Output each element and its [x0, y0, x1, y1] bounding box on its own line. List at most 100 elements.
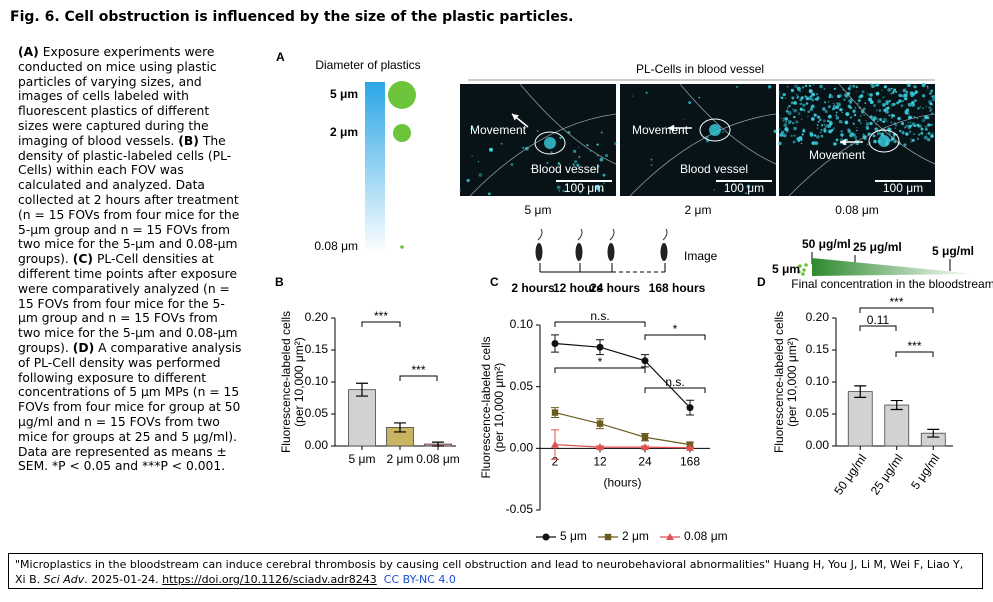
fluorescence — [820, 128, 823, 131]
concentration-label: 25 μg/ml — [853, 240, 902, 254]
fluorescence — [837, 102, 841, 106]
fluorescence — [813, 113, 817, 117]
fluorescence — [811, 117, 815, 121]
fluorescence — [777, 127, 781, 131]
fluorescence — [911, 100, 915, 105]
fluorescence — [800, 118, 803, 120]
x-tick-label: 0.08 μm — [416, 452, 460, 466]
fluorescence — [596, 143, 599, 146]
fluorescence — [835, 138, 839, 142]
image-caption: 2 μm — [685, 203, 712, 217]
fluorescence — [904, 111, 909, 115]
fluorescence — [821, 124, 824, 126]
series-line — [554, 411, 691, 446]
fluorescence — [833, 104, 836, 107]
x-tick-label: 2 μm — [387, 452, 414, 466]
fluorescence — [925, 126, 928, 128]
fluorescence — [788, 121, 791, 125]
series-line — [554, 444, 691, 449]
fluorescence — [556, 185, 561, 190]
data-point — [604, 533, 612, 541]
fluorescence — [919, 105, 922, 109]
fluorescence — [809, 107, 814, 111]
fluorescence — [823, 101, 827, 104]
fluorescence — [790, 88, 794, 92]
fluorescence — [888, 114, 891, 117]
time-label: 12 hours — [553, 281, 603, 295]
fluorescence — [783, 123, 788, 128]
fluorescence — [814, 98, 817, 101]
y-tick-label: 0.05 — [305, 406, 329, 420]
fluorescence — [913, 115, 916, 118]
fluorescence — [898, 99, 902, 103]
fluorescence — [788, 104, 791, 108]
fluorescence — [809, 131, 813, 135]
mouse-tail — [537, 228, 543, 241]
fluorescence — [865, 125, 870, 129]
fluorescence — [466, 178, 470, 183]
fluorescence — [845, 138, 849, 142]
citation-doi[interactable]: https://doi.org/10.1126/sciadv.adr8243 — [162, 573, 377, 586]
fluorescence — [857, 119, 861, 123]
fluorescence — [849, 89, 852, 91]
fluorescence — [819, 118, 822, 122]
fluorescence — [722, 131, 724, 133]
fluorescence — [930, 89, 934, 93]
fluorescence — [911, 138, 915, 142]
mouse-tail — [577, 228, 583, 241]
fluorescence — [853, 113, 857, 117]
fluorescence — [602, 173, 606, 177]
vessel-outline — [629, 113, 777, 197]
x-tick-label: 24 — [638, 455, 652, 469]
fluorescence — [900, 104, 904, 108]
y-axis-label: (per 10,000 μm²) — [292, 337, 306, 427]
fluorescence — [877, 120, 879, 123]
fluorescence — [767, 85, 772, 89]
fluorescence — [883, 95, 886, 97]
fluorescence — [910, 138, 912, 140]
caption: (A) Exposure experiments were conducted … — [18, 45, 242, 474]
citation: "Microplastics in the bloodstream can in… — [8, 553, 983, 589]
fluorescence — [862, 133, 865, 136]
fluorescence — [832, 102, 835, 105]
mouse-icon — [607, 243, 615, 261]
fluorescence — [713, 189, 716, 191]
image-label: Movement — [809, 148, 866, 162]
fluorescence — [930, 135, 933, 137]
fluorescence — [917, 124, 920, 128]
scale-label: 100 μm — [564, 181, 604, 195]
y-axis-label: Fluorescence-labeled cells — [279, 311, 293, 453]
fluorescence — [790, 134, 793, 137]
fluorescence — [808, 97, 812, 101]
fluorescence — [597, 165, 600, 168]
citation-license[interactable]: CC BY-NC 4.0 — [383, 573, 456, 586]
fluorescence — [917, 107, 920, 110]
fluorescence — [924, 125, 927, 128]
fluorescence — [867, 93, 869, 95]
fluorescence — [688, 101, 692, 105]
fluorescence — [902, 88, 907, 93]
fluorescence — [908, 130, 912, 133]
fluorescence — [791, 96, 795, 100]
scale-label: 100 μm — [883, 181, 923, 195]
fluorescence — [681, 129, 683, 132]
vessel-outline — [469, 113, 617, 197]
fluorescence — [904, 110, 906, 112]
caption-label: (C) — [72, 252, 94, 267]
cell — [709, 124, 721, 136]
error-bar — [854, 385, 867, 398]
fluorescence — [780, 130, 785, 135]
images-title: PL-Cells in blood vessel — [636, 62, 764, 76]
fluorescence — [844, 93, 848, 98]
citation-text: "Microplastics in the bloodstream can in… — [15, 558, 964, 586]
fluorescence — [793, 115, 796, 119]
fluorescence — [922, 107, 925, 110]
time-label: 168 hours — [649, 281, 706, 295]
fluorescence — [816, 115, 821, 119]
concentration-label: 50 μg/ml — [802, 237, 851, 251]
fluorescence — [924, 115, 929, 120]
x-tick-label: 12 — [593, 455, 607, 469]
fluorescence — [909, 91, 914, 96]
fluorescence — [805, 102, 809, 105]
